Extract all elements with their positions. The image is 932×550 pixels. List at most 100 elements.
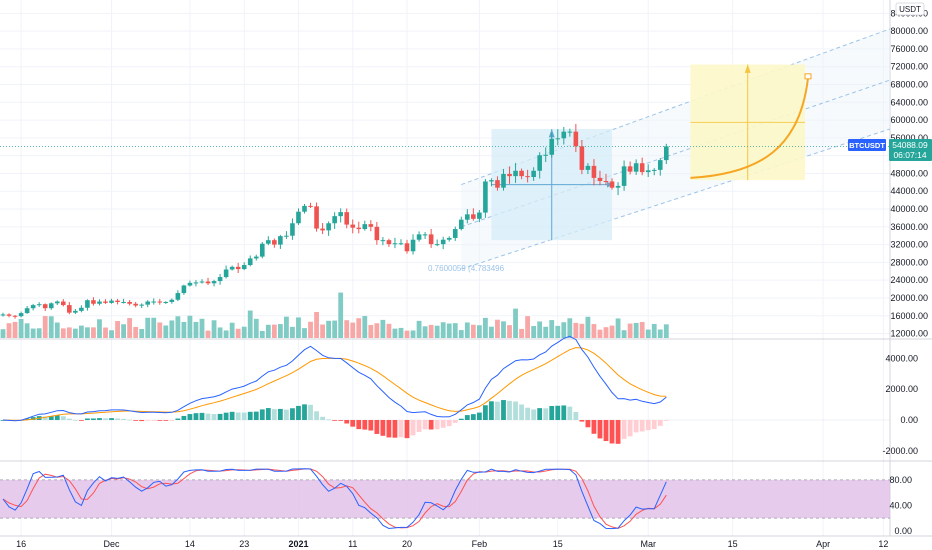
candle-body bbox=[645, 170, 651, 173]
volume-bar bbox=[78, 325, 84, 338]
macd-histogram-bar bbox=[380, 420, 386, 436]
volume-bar bbox=[163, 325, 169, 338]
volume-bar bbox=[145, 317, 151, 338]
price-tick-label: 28000.00 bbox=[890, 257, 928, 267]
macd-histogram-bar bbox=[139, 420, 145, 422]
macd-histogram-bar bbox=[549, 406, 555, 420]
macd-histogram-bar bbox=[169, 420, 175, 421]
candle-body bbox=[18, 313, 24, 317]
candle-body bbox=[253, 256, 259, 259]
volume-bar bbox=[531, 326, 537, 338]
macd-histogram-bar bbox=[513, 401, 518, 420]
volume-bar bbox=[211, 320, 217, 338]
volume-bar bbox=[585, 316, 591, 338]
projection-target-marker bbox=[804, 73, 812, 80]
price-tick-label: 48000.00 bbox=[890, 168, 928, 178]
macd-histogram-bar bbox=[308, 404, 313, 420]
candle-body bbox=[483, 181, 488, 213]
macd-pane bbox=[0, 335, 890, 444]
volume-bar bbox=[416, 320, 422, 338]
macd-histogram-bar bbox=[320, 416, 325, 420]
volume-bar bbox=[621, 330, 627, 338]
macd-histogram-bar bbox=[543, 408, 549, 420]
candle-body bbox=[446, 237, 452, 240]
symbol-badge-text: BTCUSDT bbox=[849, 141, 885, 150]
macd-histogram-bar bbox=[247, 411, 253, 420]
macd-histogram-bar bbox=[223, 412, 229, 420]
candle-body bbox=[471, 214, 476, 219]
volume-bar bbox=[579, 323, 585, 338]
price-tick-label: 12000.00 bbox=[890, 329, 928, 339]
volume-bar bbox=[386, 323, 392, 338]
candle-body bbox=[422, 234, 428, 236]
trend-channel-line bbox=[461, 28, 891, 186]
macd-histogram-bar bbox=[145, 420, 151, 421]
volume-bar bbox=[633, 322, 639, 338]
price-tick-label: 72000.00 bbox=[890, 62, 928, 72]
candle-body bbox=[392, 243, 398, 245]
candle-body bbox=[344, 212, 350, 225]
volume-bar bbox=[368, 324, 374, 338]
stochastic-pane bbox=[0, 468, 890, 530]
candle-body bbox=[97, 301, 102, 304]
macd-histogram-bar bbox=[434, 420, 440, 430]
macd-histogram-bar bbox=[103, 418, 108, 420]
candle-body bbox=[211, 281, 217, 284]
volume-bar bbox=[253, 318, 259, 338]
volume-bar bbox=[169, 320, 175, 338]
macd-histogram-bar bbox=[48, 416, 54, 420]
macd-histogram-bar bbox=[507, 400, 512, 420]
macd-histogram-bar bbox=[97, 418, 102, 420]
candle-body bbox=[24, 308, 30, 314]
price-tick-label: 32000.00 bbox=[890, 240, 928, 250]
macd-histogram-bar bbox=[464, 415, 470, 420]
macd-histogram-bar bbox=[109, 418, 114, 420]
volume-bar bbox=[48, 316, 54, 338]
volume-bar bbox=[392, 328, 398, 338]
volume-bar bbox=[495, 319, 500, 338]
price-tick-label: 80000.00 bbox=[890, 26, 928, 36]
candle-body bbox=[115, 300, 120, 302]
candle-body bbox=[223, 269, 229, 278]
time-axis[interactable]: 16 Dec 14 23 2021 11 20 Feb 15 Mar 15 Apr 12 bbox=[16, 539, 888, 549]
candle-body bbox=[332, 216, 337, 224]
candle-body bbox=[495, 180, 500, 188]
macd-histogram-bar bbox=[326, 419, 332, 421]
time-tick-label: 15 bbox=[553, 539, 563, 549]
candle-body bbox=[519, 170, 524, 177]
macd-histogram-bar bbox=[639, 420, 645, 432]
candle-body bbox=[12, 315, 18, 317]
volume-bar bbox=[205, 330, 211, 338]
stoch-tick-label: 0.00 bbox=[894, 526, 912, 536]
macd-histogram-bar bbox=[265, 408, 271, 420]
macd-histogram-bar bbox=[537, 408, 543, 420]
macd-histogram-bar bbox=[42, 416, 48, 420]
macd-histogram-bar bbox=[163, 420, 169, 421]
macd-histogram-bar bbox=[133, 420, 139, 421]
volume-bar bbox=[597, 329, 603, 338]
macd-histogram-bar bbox=[296, 405, 301, 420]
price-axis[interactable]: 12000.00 16000.00 20000.00 24000.00 28000.00… bbox=[882, 8, 928, 536]
volume-bar bbox=[332, 320, 338, 338]
candle-body bbox=[6, 314, 12, 316]
macd-histogram-bar bbox=[428, 420, 434, 430]
volume-bar bbox=[525, 316, 531, 338]
candle-body bbox=[91, 300, 96, 304]
time-tick-label: Mar bbox=[640, 539, 656, 549]
macd-histogram-bar bbox=[633, 420, 639, 433]
candle-body bbox=[193, 282, 199, 284]
candle-body bbox=[169, 299, 175, 302]
time-tick-label: 11 bbox=[348, 539, 357, 549]
currency-label: USDT bbox=[895, 2, 925, 16]
candle-body bbox=[30, 305, 36, 309]
volume-bar bbox=[290, 326, 295, 338]
macd-histogram-bar bbox=[621, 420, 627, 439]
candle-body bbox=[507, 173, 512, 177]
macd-histogram-bar bbox=[519, 404, 524, 420]
volume-bar bbox=[410, 330, 416, 338]
countdown-text: 06:07:14 bbox=[893, 150, 926, 160]
volume-bar bbox=[591, 324, 597, 338]
volume-bar bbox=[121, 324, 126, 338]
